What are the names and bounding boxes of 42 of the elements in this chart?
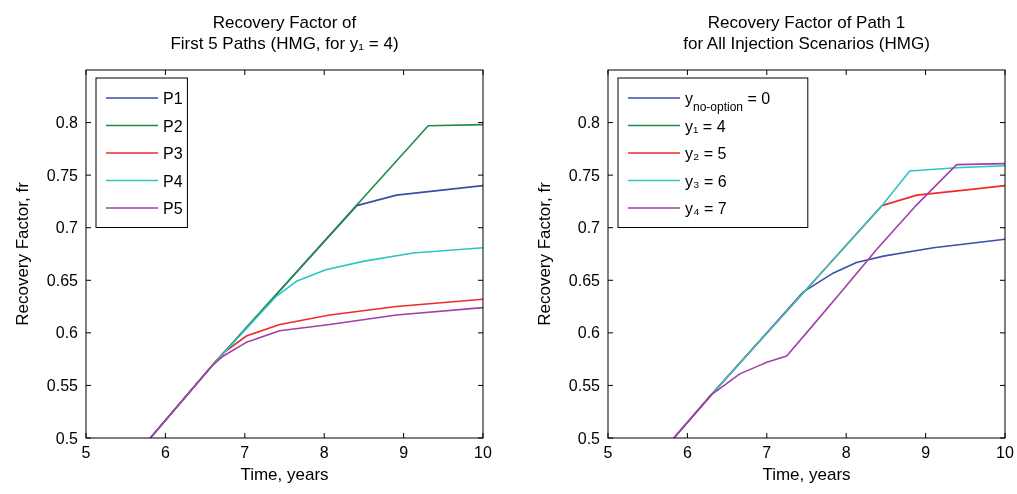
x-tick-label: 6 xyxy=(682,444,692,461)
chart-title: Recovery Factor of First 5 Paths (HMG, for y₁ = 4) xyxy=(170,13,399,53)
legend-label: y$_{no-option}$ = 0 xyxy=(685,90,771,114)
y-tick-label: 0.75 xyxy=(568,166,601,184)
x-tick-label: 5 xyxy=(81,444,91,461)
x-tick-label: 8 xyxy=(841,444,851,461)
y-tick-label: 0.8 xyxy=(577,114,601,132)
legend-label: P4 xyxy=(163,172,183,190)
x-tick-label: 9 xyxy=(399,444,409,461)
y-tick-label: 0.5 xyxy=(577,429,601,447)
legend-label: y₃ = 6 xyxy=(685,172,727,190)
x-axis-title: Time, years xyxy=(240,465,329,484)
x-tick-label: 8 xyxy=(319,444,329,461)
x-tick-label: 10 xyxy=(474,444,492,461)
y-tick-label: 0.7 xyxy=(55,219,79,237)
y-tick-label: 0.75 xyxy=(46,166,79,184)
chart-title: Recovery Factor of Path 1 for All Injection Scenarios (HMG) xyxy=(683,13,930,53)
legend-label: P2 xyxy=(163,117,183,135)
y-tick-label: 0.6 xyxy=(577,324,601,342)
legend-label: P5 xyxy=(163,200,183,217)
y-tick-label: 0.7 xyxy=(577,219,601,237)
x-tick-label: 10 xyxy=(996,444,1014,461)
y-tick-label: 0.8 xyxy=(55,114,79,132)
y-tick-label: 0.65 xyxy=(46,271,79,289)
y-axis-title: Recovery Factor, fr xyxy=(535,181,554,326)
legend-label: P3 xyxy=(163,145,183,162)
y-tick-label: 0.5 xyxy=(55,429,79,447)
legend-label: y₁ = 4 xyxy=(685,117,726,135)
legend-label: P1 xyxy=(163,90,183,107)
y-axis-title: Recovery Factor, fr xyxy=(13,181,32,326)
legend-label: y₄ = 7 xyxy=(685,200,727,217)
x-tick-label: 7 xyxy=(240,444,250,461)
x-axis-title: Time, years xyxy=(762,465,851,484)
y-tick-label: 0.55 xyxy=(568,376,601,394)
y-tick-label: 0.6 xyxy=(55,324,79,342)
y-tick-label: 0.55 xyxy=(46,376,79,394)
x-tick-label: 7 xyxy=(762,444,772,461)
x-tick-label: 9 xyxy=(921,444,931,461)
legend-label: y₂ = 5 xyxy=(685,145,727,162)
x-tick-label: 6 xyxy=(160,444,170,461)
y-tick-label: 0.65 xyxy=(568,271,601,289)
x-tick-label: 5 xyxy=(603,444,613,461)
